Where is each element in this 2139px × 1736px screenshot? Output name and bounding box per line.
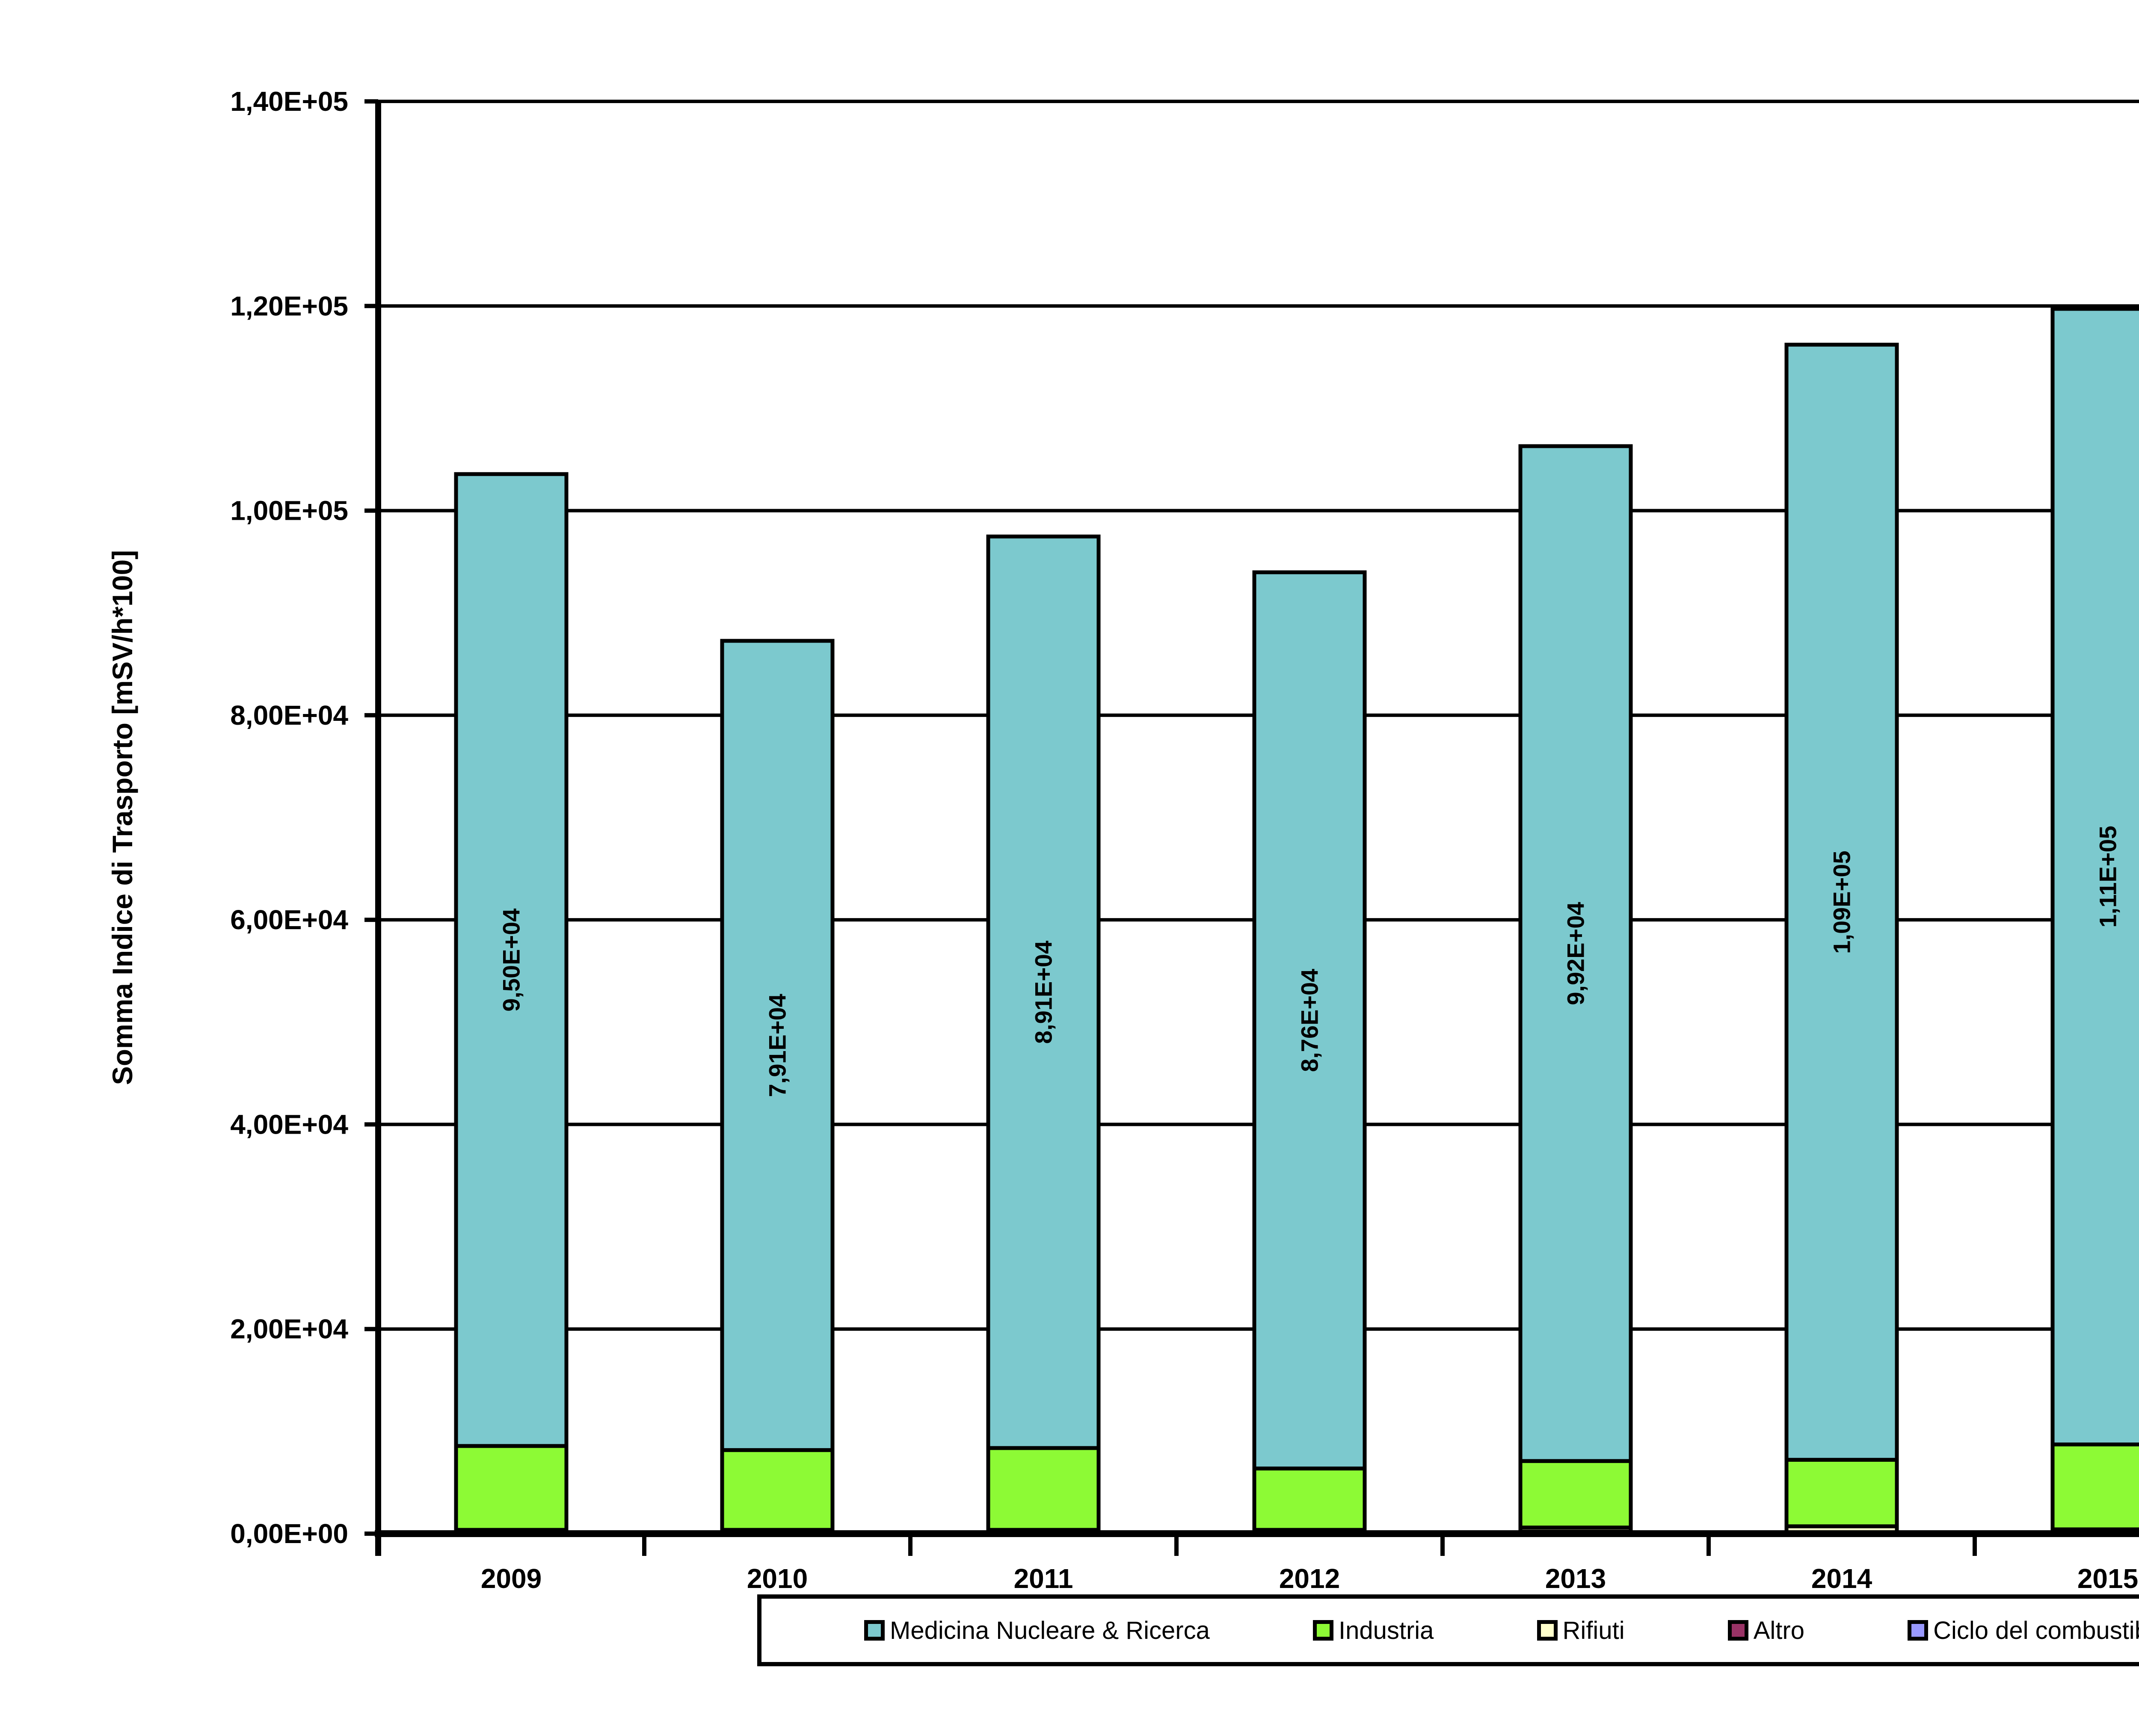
y-tick-label-1,40E+05: 1,40E+05: [230, 86, 348, 117]
bar-segment-medicina-nucleare-ricerca-2011: [986, 534, 1101, 1450]
bar-value-label-2015: 1,11E+05: [2095, 826, 2121, 927]
y-axis-title: Somma Indice di Trasporto [mSV/h*100]: [107, 550, 138, 1085]
legend-item-altro: Altro: [1727, 1616, 1804, 1645]
y-tick-label-6,00E+04: 6,00E+04: [230, 904, 348, 935]
bar-value-label-2010: 7,91E+04: [764, 994, 791, 1097]
bar-segment-industria-2014: [1784, 1458, 1899, 1529]
bar-value-label-2013: 9,92E+04: [1562, 902, 1589, 1005]
legend-label: Medicina Nucleare & Ricerca: [890, 1616, 1210, 1644]
y-tick-label-1,00E+05: 1,00E+05: [230, 495, 348, 526]
x-tick-label-2010: 2010: [747, 1563, 808, 1594]
y-tick-label-1,20E+05: 1,20E+05: [230, 290, 348, 321]
bar-segment-medicina-nucleare-ricerca-2010: [720, 639, 835, 1452]
legend-swatch-icon: [864, 1620, 885, 1641]
legend-item-medicina-nucleare-ricerca: Medicina Nucleare & Ricerca: [864, 1616, 1210, 1645]
x-tick-label-2012: 2012: [1279, 1563, 1340, 1594]
x-tick-label-2009: 2009: [481, 1563, 542, 1594]
legend-item-industria: Industria: [1312, 1616, 1434, 1645]
bar-segment-industria-2009: [454, 1444, 569, 1532]
bar-segment-medicina-nucleare-ricerca-2012: [1252, 570, 1367, 1471]
legend-swatch-icon: [1908, 1620, 1929, 1641]
bar-segment-industria-2013: [1518, 1459, 1633, 1530]
x-tick-label-2013: 2013: [1545, 1563, 1606, 1594]
legend-item-rifiuti: Rifiuti: [1537, 1616, 1625, 1645]
bar-value-label-2012: 8,76E+04: [1296, 969, 1323, 1072]
y-tick-label-4,00E+04: 4,00E+04: [230, 1109, 348, 1140]
legend-label: Ciclo del combustibile: [1933, 1616, 2139, 1644]
legend-item-ciclo-del-combustibile: Ciclo del combustibile: [1908, 1616, 2139, 1645]
bar-segment-medicina-nucleare-ricerca-2015: [2050, 307, 2139, 1446]
bar-segment-medicina-nucleare-ricerca-2013: [1518, 444, 1633, 1463]
legend-label: Rifiuti: [1562, 1616, 1625, 1644]
y-tick-label-0,00E+00: 0,00E+00: [230, 1518, 348, 1549]
x-tick-label-2015: 2015: [2077, 1563, 2138, 1594]
bar-segment-medicina-nucleare-ricerca-2014: [1784, 343, 1899, 1462]
bar-segment-industria-2015: [2050, 1442, 2139, 1532]
bar-segment-industria-2011: [986, 1446, 1101, 1532]
legend-label: Altro: [1753, 1616, 1804, 1644]
bar-value-label-2014: 1,09E+05: [1828, 850, 1855, 954]
legend-label: Industria: [1338, 1616, 1434, 1644]
bar-segment-industria-2012: [1252, 1466, 1367, 1532]
bar-segment-medicina-nucleare-ricerca-2009: [454, 472, 569, 1448]
x-tick-label-2011: 2011: [1014, 1563, 1073, 1594]
bar-value-label-2011: 8,91E+04: [1030, 941, 1057, 1044]
legend-swatch-icon: [1727, 1620, 1748, 1641]
legend: Medicina Nucleare & Ricerca Industria Ri…: [757, 1594, 2139, 1666]
x-tick-label-2014: 2014: [1811, 1563, 1872, 1594]
legend-swatch-icon: [1537, 1620, 1558, 1641]
bar-segment-industria-2010: [720, 1448, 835, 1532]
y-tick-label-2,00E+04: 2,00E+04: [230, 1314, 348, 1345]
legend-swatch-icon: [1312, 1620, 1333, 1641]
bar-value-label-2009: 9,50E+04: [498, 908, 525, 1011]
y-tick-label-8,00E+04: 8,00E+04: [230, 700, 348, 731]
